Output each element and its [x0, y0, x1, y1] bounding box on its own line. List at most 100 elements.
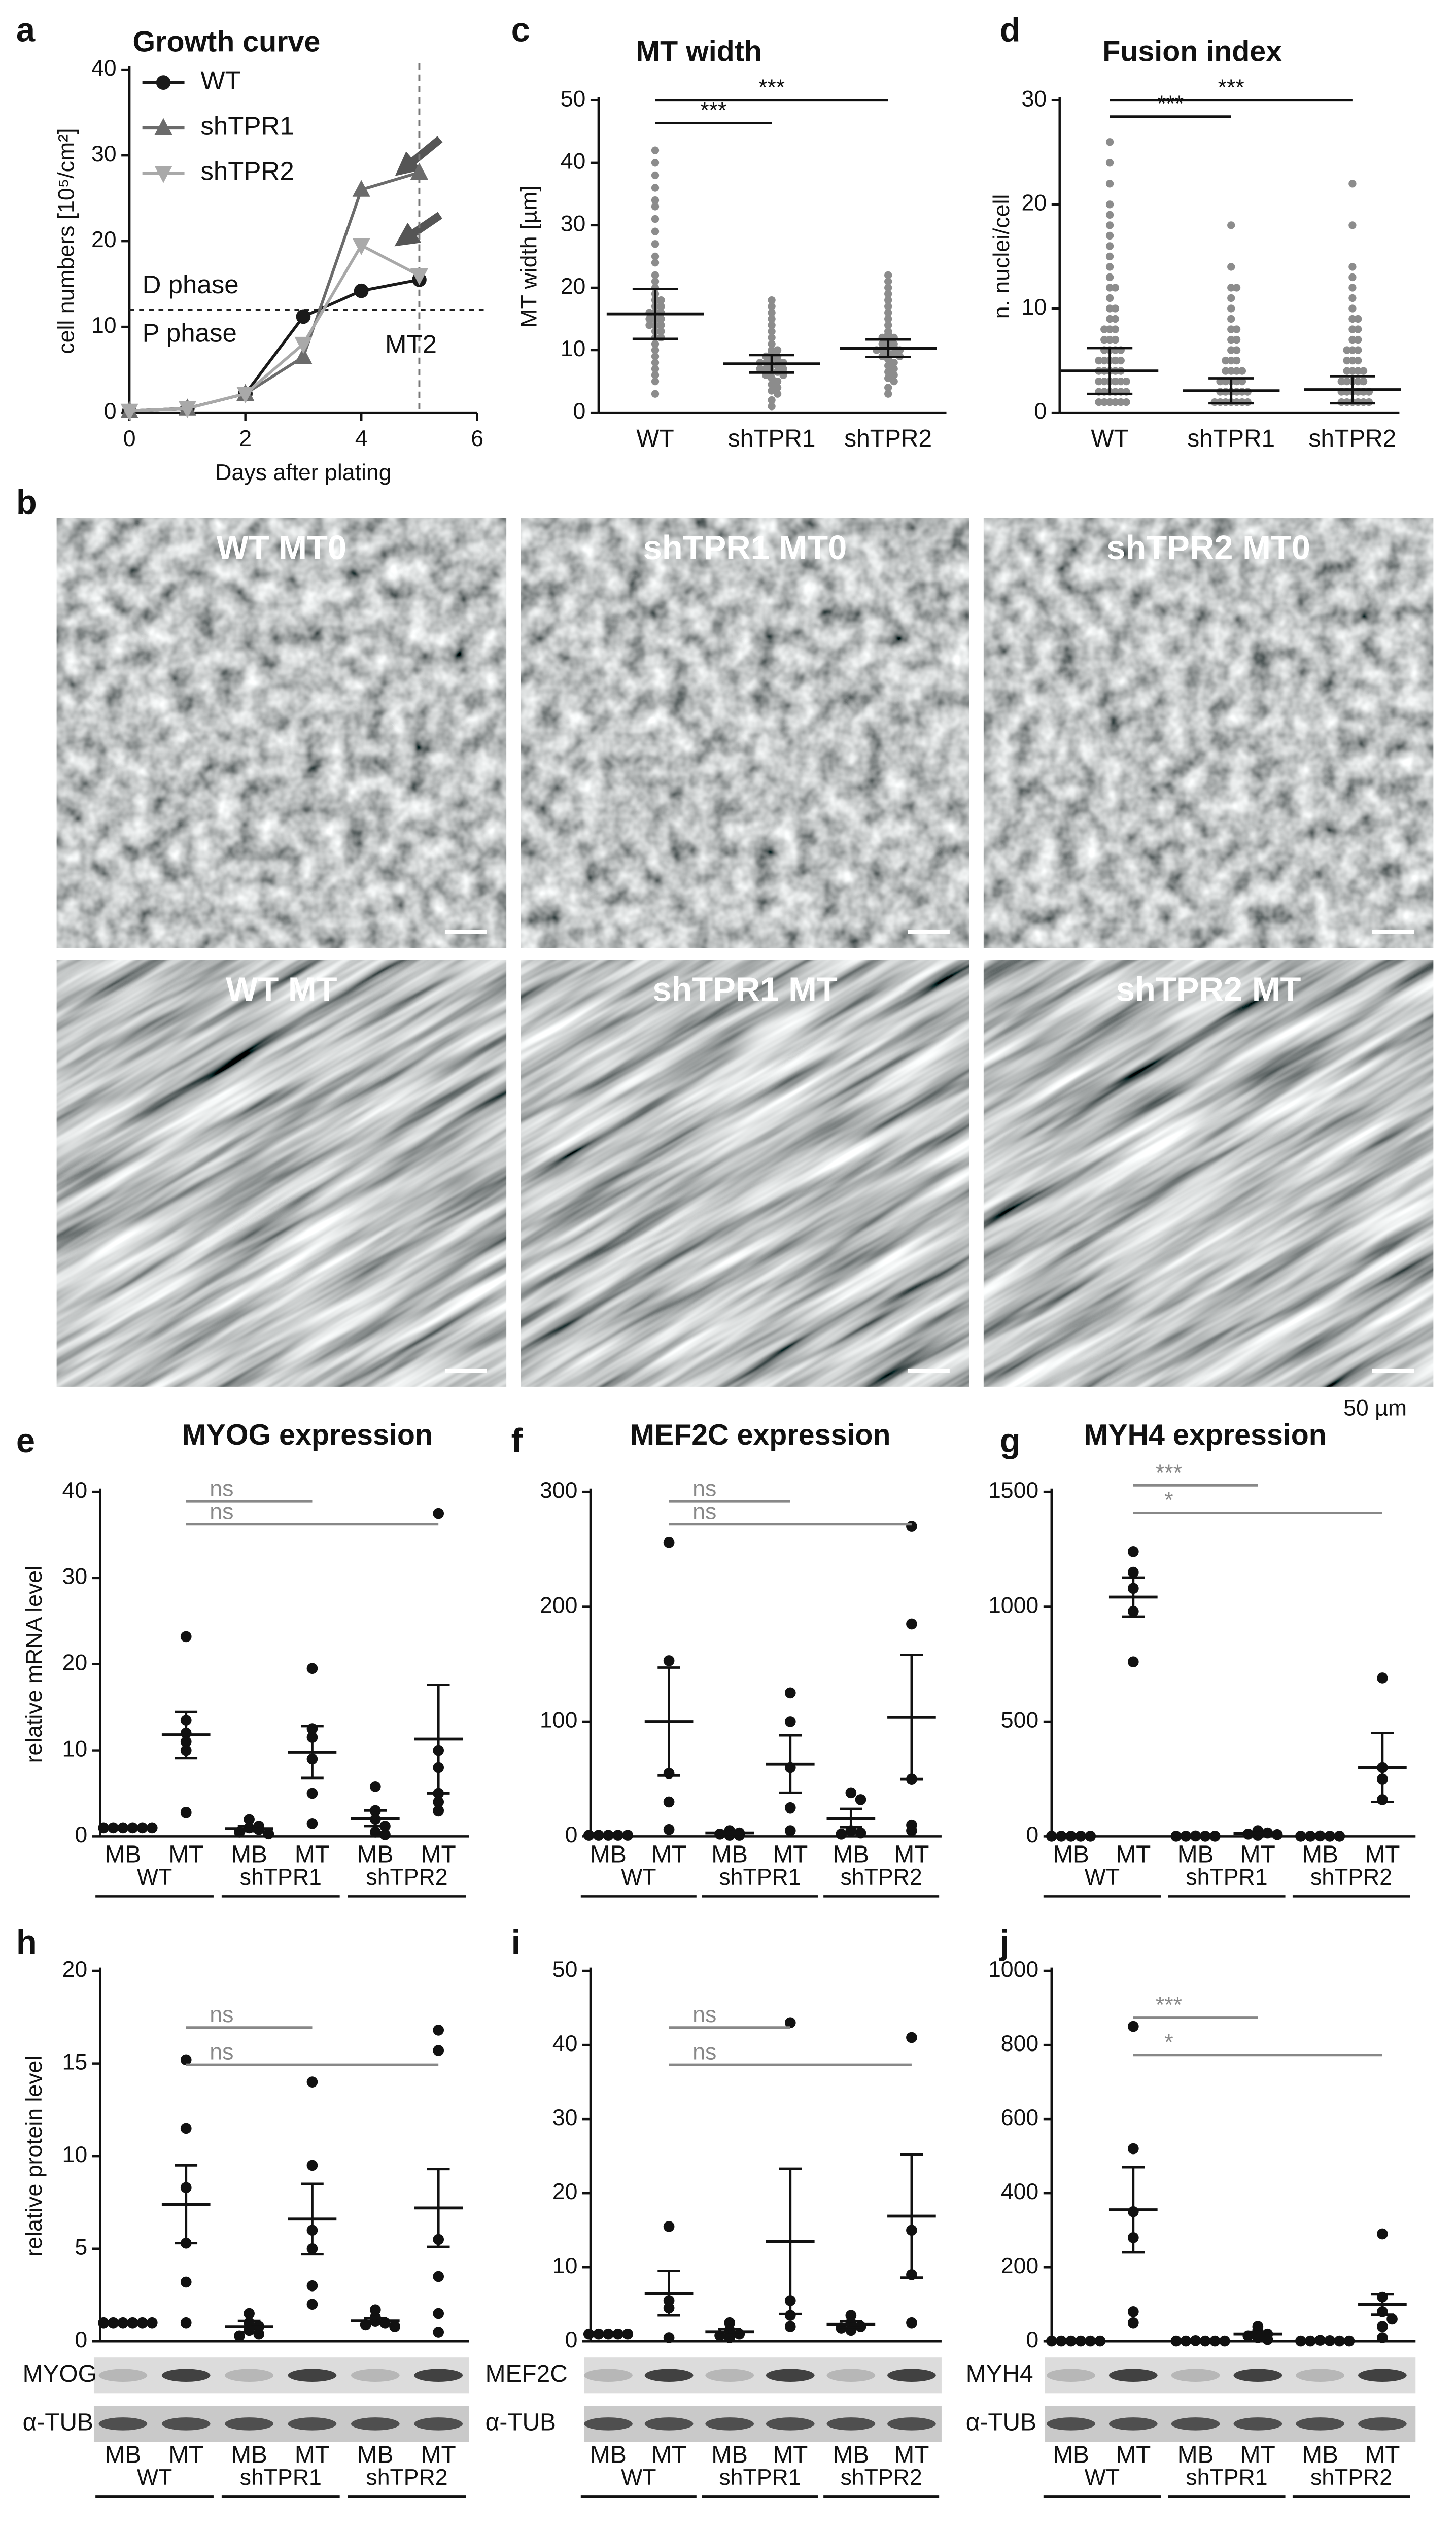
- arrow: [394, 212, 442, 247]
- data-point: [1105, 325, 1114, 333]
- data-point: [768, 387, 776, 395]
- chart-title: MEF2C expression: [630, 1419, 890, 1451]
- group-label: shTPR2: [1310, 1865, 1392, 1890]
- data-point: [657, 296, 665, 304]
- blot-band: [1233, 2417, 1282, 2431]
- data-point: [651, 146, 660, 154]
- data-point: [1105, 211, 1114, 219]
- data-point: [1354, 377, 1362, 386]
- marker: [352, 180, 370, 197]
- x-tick-label: MB: [1053, 2441, 1089, 2468]
- y-tick-label: 0: [104, 399, 117, 424]
- y-tick-label: 30: [1022, 87, 1047, 112]
- data-point: [1232, 367, 1241, 375]
- panel-letter: b: [16, 484, 37, 522]
- x-tick-label: MB: [1177, 1841, 1214, 1868]
- data-point: [1105, 284, 1114, 292]
- y-tick-label: 5: [75, 2235, 87, 2260]
- data-point: [1354, 315, 1362, 323]
- y-tick-label: 30: [62, 1564, 88, 1589]
- data-point: [651, 359, 660, 367]
- significance-label: ns: [210, 1499, 233, 1524]
- y-tick-label: 0: [573, 399, 586, 424]
- significance-label: ***: [1157, 91, 1184, 116]
- micrograph-label: shTPR2 MT0: [1106, 529, 1310, 567]
- data-point: [306, 1788, 318, 1799]
- data-point: [263, 1828, 274, 1840]
- y-tick-label: 40: [91, 56, 117, 81]
- data-point: [433, 2271, 444, 2282]
- data-point: [433, 2025, 444, 2036]
- data-point: [1127, 2306, 1139, 2317]
- y-tick-label: 1500: [988, 1478, 1038, 1503]
- y-tick-label: 50: [552, 1957, 578, 1982]
- blot-label: MYOG: [23, 2361, 97, 2387]
- data-point: [1105, 315, 1114, 323]
- data-point: [1222, 367, 1230, 375]
- y-axis-label: MT width [µm]: [517, 185, 542, 327]
- legend-label: shTPR2: [200, 157, 294, 186]
- arrow: [395, 136, 443, 176]
- data-point: [1100, 398, 1108, 406]
- data-point: [657, 333, 665, 342]
- y-tick-label: 100: [540, 1708, 577, 1733]
- data-point: [244, 1814, 255, 1825]
- group-label: shTPR2: [841, 2465, 922, 2490]
- data-point: [657, 321, 665, 329]
- micrograph-label: shTPR1 MT0: [643, 529, 847, 567]
- x-tick-label: MT: [1240, 1841, 1275, 1868]
- y-axis-label: cell numbers [10⁵/cm²]: [54, 128, 79, 354]
- y-tick-label: 50: [561, 87, 586, 112]
- data-point: [884, 362, 892, 370]
- y-tick-label: 30: [91, 142, 117, 166]
- data-point: [884, 384, 892, 392]
- marker: [236, 386, 255, 404]
- data-point: [1105, 159, 1114, 167]
- y-tick-label: 0: [1034, 399, 1047, 424]
- legend-label: WT: [200, 66, 240, 95]
- chart-title: MYOG expression: [182, 1419, 433, 1451]
- data-point: [1377, 2332, 1388, 2343]
- chart-title: Growth curve: [132, 25, 320, 58]
- data-point: [1100, 335, 1108, 344]
- data-point: [890, 371, 898, 379]
- marker: [352, 238, 370, 255]
- data-point: [651, 227, 660, 235]
- group-label: WT: [621, 2465, 656, 2490]
- data-point: [773, 346, 782, 354]
- data-point: [651, 346, 660, 354]
- data-point: [1359, 377, 1368, 386]
- blot-band: [288, 2369, 337, 2382]
- data-point: [884, 271, 892, 280]
- data-point: [663, 1796, 675, 1808]
- micrograph: [521, 518, 969, 948]
- data-point: [651, 259, 660, 267]
- significance-label: ns: [210, 2002, 233, 2027]
- data-point: [1111, 325, 1120, 333]
- data-point: [663, 1536, 675, 1548]
- data-point: [890, 349, 898, 357]
- y-tick-label: 500: [1001, 1708, 1038, 1733]
- data-point: [1117, 356, 1125, 365]
- data-point: [433, 1508, 444, 1519]
- data-point: [784, 2017, 796, 2029]
- data-point: [1117, 377, 1125, 386]
- micrograph-texture: [983, 518, 1434, 948]
- data-point: [663, 2332, 675, 2343]
- data-point: [1095, 377, 1103, 386]
- panel-letter: f: [511, 1422, 523, 1460]
- x-tick-label: MB: [833, 2441, 869, 2468]
- x-tick-label: WT: [1091, 425, 1128, 452]
- data-point: [1377, 2228, 1388, 2240]
- data-point: [768, 296, 776, 304]
- blot-band: [766, 2369, 815, 2382]
- significance-label: ns: [210, 2039, 233, 2064]
- data-point: [651, 365, 660, 373]
- data-point: [1227, 325, 1235, 333]
- data-point: [651, 159, 660, 167]
- data-point: [244, 2308, 255, 2319]
- data-point: [884, 368, 892, 376]
- blot-band: [887, 2417, 936, 2431]
- group-label: WT: [137, 1865, 172, 1890]
- significance-label: ***: [758, 75, 785, 100]
